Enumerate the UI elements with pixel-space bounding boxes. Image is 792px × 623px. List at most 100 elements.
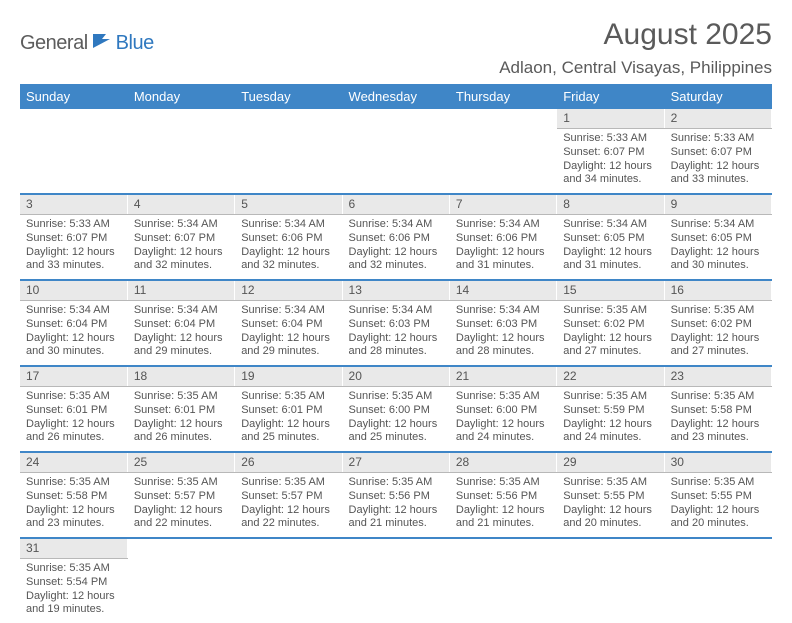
day-info-cell: Sunrise: 5:35 AMSunset: 6:01 PMDaylight:… (235, 387, 342, 453)
day-sunrise: Sunrise: 5:35 AM (349, 390, 443, 404)
day-sunrise: Sunrise: 5:35 AM (563, 476, 657, 490)
weekday-header: Wednesday (342, 84, 449, 109)
day-number-cell (235, 109, 342, 129)
day-sunset: Sunset: 5:56 PM (349, 490, 443, 504)
daynum-row: 24252627282930 (20, 452, 772, 473)
day-day2: and 26 minutes. (134, 431, 228, 445)
day-info-cell: Sunrise: 5:34 AMSunset: 6:04 PMDaylight:… (20, 301, 127, 367)
day-day1: Daylight: 12 hours (349, 418, 443, 432)
weekday-header: Thursday (449, 84, 556, 109)
month-title: August 2025 (499, 18, 772, 52)
day-info-cell: Sunrise: 5:34 AMSunset: 6:06 PMDaylight:… (449, 215, 556, 281)
day-number-cell (664, 538, 771, 559)
location: Adlaon, Central Visayas, Philippines (499, 58, 772, 78)
day-sunrise: Sunrise: 5:34 AM (456, 218, 550, 232)
day-day2: and 24 minutes. (563, 431, 657, 445)
day-day2: and 29 minutes. (134, 345, 228, 359)
day-day2: and 24 minutes. (456, 431, 550, 445)
day-info-cell (449, 559, 556, 623)
day-sunset: Sunset: 6:00 PM (349, 404, 443, 418)
day-sunset: Sunset: 6:05 PM (563, 232, 657, 246)
day-sunrise: Sunrise: 5:35 AM (26, 390, 121, 404)
day-day1: Daylight: 12 hours (456, 246, 550, 260)
day-sunrise: Sunrise: 5:35 AM (456, 476, 550, 490)
day-day1: Daylight: 12 hours (349, 246, 443, 260)
day-sunset: Sunset: 6:04 PM (241, 318, 335, 332)
day-number-cell: 12 (235, 280, 342, 301)
day-day1: Daylight: 12 hours (26, 418, 121, 432)
day-sunrise: Sunrise: 5:35 AM (671, 390, 765, 404)
day-day1: Daylight: 12 hours (671, 246, 765, 260)
day-number-cell: 28 (449, 452, 556, 473)
day-sunrise: Sunrise: 5:35 AM (241, 390, 335, 404)
day-number-cell: 7 (449, 194, 556, 215)
day-day1: Daylight: 12 hours (671, 418, 765, 432)
day-sunset: Sunset: 6:07 PM (134, 232, 228, 246)
day-info-cell: Sunrise: 5:35 AMSunset: 5:57 PMDaylight:… (127, 473, 234, 539)
day-sunrise: Sunrise: 5:35 AM (671, 476, 765, 490)
day-day2: and 27 minutes. (563, 345, 657, 359)
day-sunset: Sunset: 6:06 PM (456, 232, 550, 246)
day-number-cell (127, 109, 234, 129)
logo-text-blue: Blue (116, 32, 154, 55)
day-info-cell: Sunrise: 5:35 AMSunset: 5:55 PMDaylight:… (557, 473, 664, 539)
day-number-cell (235, 538, 342, 559)
day-info-cell (664, 559, 771, 623)
info-row: Sunrise: 5:35 AMSunset: 5:54 PMDaylight:… (20, 559, 772, 623)
day-info-cell: Sunrise: 5:35 AMSunset: 6:00 PMDaylight:… (342, 387, 449, 453)
logo-flag-icon (92, 32, 114, 55)
day-day1: Daylight: 12 hours (241, 332, 335, 346)
day-day1: Daylight: 12 hours (26, 246, 121, 260)
day-number-cell: 10 (20, 280, 127, 301)
day-number-cell: 23 (664, 366, 771, 387)
daynum-row: 3456789 (20, 194, 772, 215)
day-number-cell: 11 (127, 280, 234, 301)
day-info-cell (127, 129, 234, 195)
day-sunset: Sunset: 5:56 PM (456, 490, 550, 504)
day-day2: and 25 minutes. (349, 431, 443, 445)
day-info-cell (342, 129, 449, 195)
day-sunrise: Sunrise: 5:35 AM (26, 562, 121, 576)
header: General Blue August 2025 Adlaon, Central… (20, 18, 772, 78)
day-sunrise: Sunrise: 5:35 AM (241, 476, 335, 490)
day-day2: and 29 minutes. (241, 345, 335, 359)
day-sunrise: Sunrise: 5:35 AM (134, 476, 228, 490)
day-sunset: Sunset: 5:57 PM (134, 490, 228, 504)
weekday-header: Tuesday (235, 84, 342, 109)
day-day2: and 27 minutes. (671, 345, 765, 359)
day-sunset: Sunset: 6:03 PM (456, 318, 550, 332)
day-sunrise: Sunrise: 5:33 AM (671, 132, 765, 146)
day-sunrise: Sunrise: 5:35 AM (349, 476, 443, 490)
day-number-cell: 9 (664, 194, 771, 215)
day-number-cell: 17 (20, 366, 127, 387)
day-number-cell: 27 (342, 452, 449, 473)
day-info-cell: Sunrise: 5:35 AMSunset: 6:00 PMDaylight:… (449, 387, 556, 453)
day-day1: Daylight: 12 hours (26, 332, 121, 346)
day-sunrise: Sunrise: 5:34 AM (456, 304, 550, 318)
day-sunrise: Sunrise: 5:35 AM (26, 476, 121, 490)
day-info-cell: Sunrise: 5:33 AMSunset: 6:07 PMDaylight:… (557, 129, 664, 195)
info-row: Sunrise: 5:34 AMSunset: 6:04 PMDaylight:… (20, 301, 772, 367)
weekday-header: Saturday (664, 84, 771, 109)
day-sunset: Sunset: 6:01 PM (26, 404, 121, 418)
day-day2: and 33 minutes. (671, 173, 765, 187)
day-day2: and 33 minutes. (26, 259, 121, 273)
day-number-cell: 4 (127, 194, 234, 215)
weekday-header: Sunday (20, 84, 127, 109)
day-day2: and 22 minutes. (241, 517, 335, 531)
day-day2: and 34 minutes. (563, 173, 657, 187)
day-number-cell: 21 (449, 366, 556, 387)
day-sunrise: Sunrise: 5:35 AM (563, 390, 657, 404)
day-info-cell (235, 559, 342, 623)
day-day2: and 32 minutes. (134, 259, 228, 273)
day-sunrise: Sunrise: 5:35 AM (134, 390, 228, 404)
day-sunrise: Sunrise: 5:35 AM (456, 390, 550, 404)
day-sunset: Sunset: 6:06 PM (349, 232, 443, 246)
day-day1: Daylight: 12 hours (134, 246, 228, 260)
logo-text-general: General (20, 32, 88, 55)
day-number-cell (449, 109, 556, 129)
day-number-cell (449, 538, 556, 559)
day-sunset: Sunset: 5:55 PM (671, 490, 765, 504)
day-number-cell: 3 (20, 194, 127, 215)
info-row: Sunrise: 5:35 AMSunset: 5:58 PMDaylight:… (20, 473, 772, 539)
